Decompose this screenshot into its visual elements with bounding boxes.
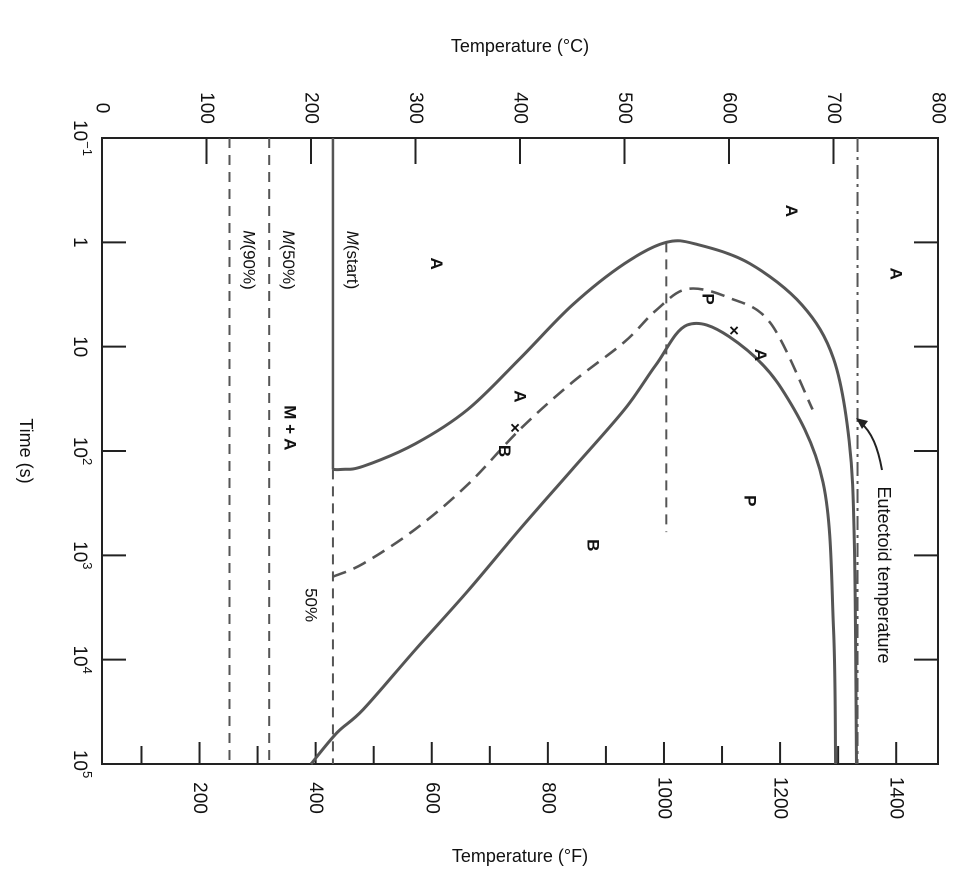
fifty-percent-curve [332,287,814,578]
martensite-line-label: M(start) [343,231,362,290]
celsius-tick-label: 700 [823,92,844,124]
region-label: A [751,349,770,361]
transformation-start-curve [332,239,858,765]
tick-labels: 0 100 200 300 400 500 600 700 800 200 400 600 800 100… [70,92,949,819]
time-axis-title: Time (s) [16,418,36,483]
region-label: P [699,293,718,304]
region-labels: A A A M + A P B A × B P × A 50% [281,205,906,622]
region-label: 50% [302,588,321,622]
time-tick-label: 10 [70,336,91,357]
region-label: × [725,326,744,336]
celsius-tick-label: 100 [196,92,217,124]
region-label: A [887,268,906,280]
celsius-tick-label: 800 [928,92,949,124]
celsius-tick-label: 0 [92,103,113,114]
region-label: P [740,495,759,506]
time-tick-label: 10−1 [70,120,96,156]
region-label: M + A [281,405,300,450]
martensite-and-reference-lines: M(start) M(50%) M(90%) [228,138,859,764]
transformation-finish-curve [309,321,838,765]
fahrenheit-tick-label: 400 [305,782,326,814]
fahrenheit-tick-label: 600 [421,782,442,814]
transformation-curves [309,239,858,765]
eutectoid-arrow-head [856,418,868,429]
celsius-tick-label: 300 [405,92,426,124]
celsius-tick-label: 400 [510,92,531,124]
top-axis-title: Temperature (°C) [451,36,589,56]
region-label: A [511,390,530,402]
region-label: B [584,539,603,551]
eutectoid-label: Eutectoid temperature [874,486,894,663]
fahrenheit-tick-label: 1000 [653,777,674,819]
celsius-tick-label: 600 [719,92,740,124]
fahrenheit-tick-label: 200 [189,782,210,814]
region-label: B [495,445,514,457]
time-tick-label: 105 [70,750,96,778]
region-label: × [505,423,524,433]
time-tick-label: 104 [70,645,96,673]
eutectoid-arrow [859,421,883,471]
tick-marks [102,138,938,764]
celsius-tick-label: 500 [614,92,635,124]
fahrenheit-tick-label: 1400 [886,777,907,819]
bottom-axis-title: Temperature (°F) [452,846,588,866]
time-tick-label: 1 [70,237,91,248]
martensite-line-label: M(50%) [279,230,298,290]
fahrenheit-tick-label: 800 [537,782,558,814]
region-label: A [427,257,446,269]
celsius-tick-label: 200 [301,92,322,124]
martensite-line-label: M(90%) [239,230,258,290]
fahrenheit-tick-label: 1200 [770,777,791,819]
time-tick-label: 102 [70,437,96,465]
region-label: A [782,205,801,217]
time-tick-label: 103 [70,541,96,569]
